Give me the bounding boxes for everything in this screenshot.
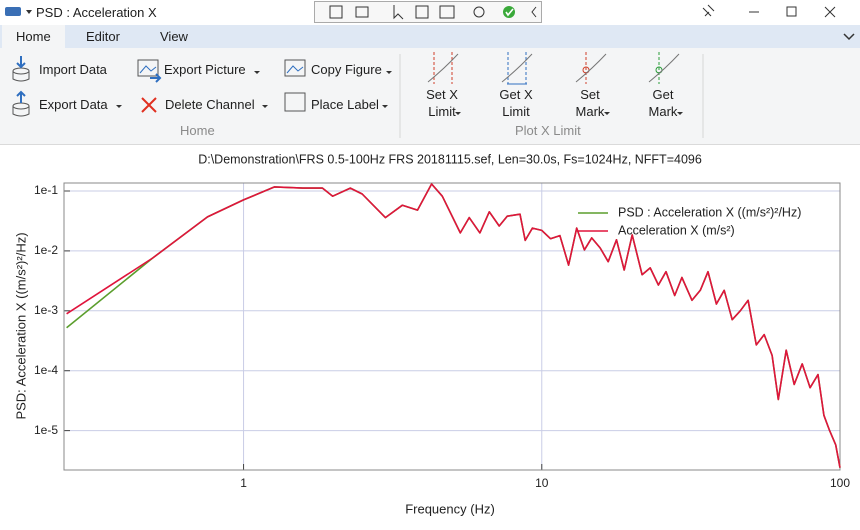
legend-label: PSD : Acceleration X ((m/s²)²/Hz) <box>618 205 801 219</box>
app-icon <box>5 7 32 16</box>
title-bar: PSD : Acceleration X <box>0 0 860 25</box>
chart-title: D:\Demonstration\FRS 0.5-100Hz FRS 20181… <box>198 152 702 166</box>
x-tick-label: 1 <box>240 476 247 490</box>
ribbon-button[interactable]: Delete Channel <box>165 97 255 112</box>
tab[interactable]: Home <box>2 25 65 48</box>
x-axis-label: Frequency (Hz) <box>405 501 495 516</box>
y-tick-label: 1e-2 <box>34 243 58 257</box>
button-line: Limit <box>502 104 530 119</box>
x-tick-label: 10 <box>535 476 549 490</box>
ribbon-button[interactable]: Export Picture <box>164 62 246 77</box>
tab-bar: Home Editor View <box>0 25 860 48</box>
plot-area <box>64 183 840 470</box>
ribbon-button[interactable]: Place Label <box>311 97 379 112</box>
tab[interactable]: Editor <box>86 29 120 44</box>
ribbon-button[interactable]: Get X Limit <box>481 86 551 120</box>
ribbon-button[interactable]: Set X Limit <box>407 86 477 120</box>
button-line: Mark <box>648 104 678 119</box>
button-line: Set <box>580 87 600 102</box>
group-label: Home <box>180 123 215 138</box>
button-line: Get X <box>499 87 533 102</box>
legend-label: Acceleration X (m/s²) <box>618 223 735 237</box>
collapse-ribbon[interactable] <box>842 31 856 43</box>
y-tick-label: 1e-3 <box>34 303 58 317</box>
y-tick-label: 1e-1 <box>34 183 58 197</box>
window-controls[interactable] <box>695 0 860 25</box>
ribbon-button[interactable]: Get Mark <box>628 86 698 120</box>
x-tick-label: 100 <box>830 476 850 490</box>
tab[interactable]: View <box>160 29 188 44</box>
y-tick-label: 1e-5 <box>34 423 58 437</box>
ribbon-icons <box>12 52 704 138</box>
button-line: Mark <box>575 104 605 119</box>
ribbon-button[interactable]: Import Data <box>39 62 107 77</box>
button-line: Limit <box>428 104 456 119</box>
chart: D:\Demonstration\FRS 0.5-100Hz FRS 20181… <box>13 152 850 516</box>
group-label: Plot X Limit <box>515 123 581 138</box>
y-tick-label: 1e-4 <box>34 363 58 377</box>
ribbon-button[interactable]: Set Mark <box>555 86 625 120</box>
y-axis-label: PSD: Acceleration X ((m/s²)²/Hz) <box>13 232 28 419</box>
ribbon-button[interactable]: Copy Figure <box>311 62 382 77</box>
plot-frame <box>63 182 841 471</box>
data-line <box>66 183 841 468</box>
button-line: Set X <box>426 87 458 102</box>
ribbon: Import Data Export Data Export Picture D… <box>0 48 860 145</box>
quick-toolbar[interactable] <box>314 1 542 23</box>
ribbon-button[interactable]: Export Data <box>39 97 108 112</box>
window-title: PSD : Acceleration X <box>36 5 157 20</box>
button-line: Get <box>652 87 674 102</box>
